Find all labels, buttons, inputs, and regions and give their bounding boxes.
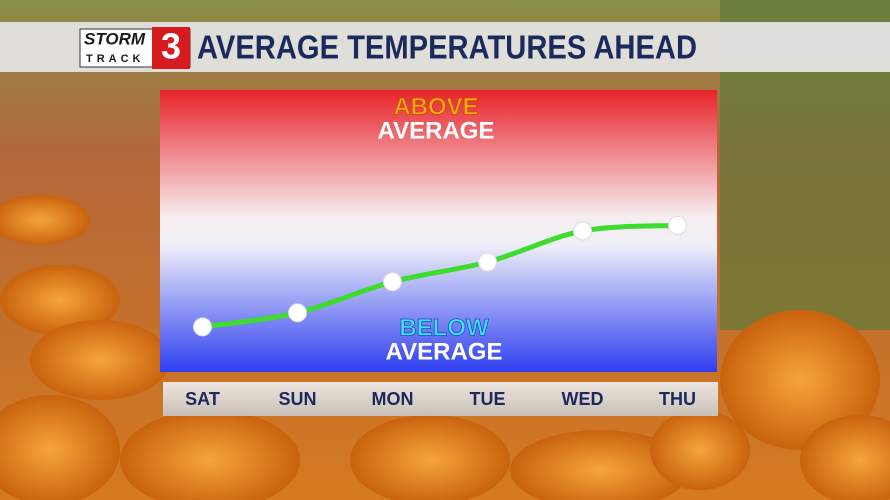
annotation: AVERAGE — [378, 117, 495, 144]
x-tick-label: SAT — [185, 389, 220, 409]
x-tick-label: SUN — [278, 389, 316, 409]
logo-badge — [152, 27, 190, 69]
point — [193, 317, 212, 337]
annotation: AVERAGE — [386, 338, 503, 365]
category-bar — [163, 382, 718, 416]
logo-top: STORM — [84, 29, 146, 48]
logo-number: 3 — [161, 26, 181, 67]
x-tick-label: WED — [562, 389, 604, 409]
pumpkins — [0, 195, 890, 500]
chart-title: AVERAGE TEMPERATURES AHEAD — [197, 29, 697, 66]
x-tick-label: TUE — [470, 389, 506, 409]
plot-area — [160, 90, 717, 372]
annotation: ABOVE — [393, 93, 478, 120]
point — [573, 221, 592, 241]
annotation: BELOW — [399, 314, 489, 341]
point — [478, 252, 497, 272]
point — [288, 303, 307, 323]
point — [383, 272, 402, 292]
x-tick-label: THU — [659, 389, 696, 409]
x-tick-label: MON — [372, 389, 414, 409]
logo-bottom: TRACK — [86, 53, 145, 65]
point — [668, 215, 687, 235]
